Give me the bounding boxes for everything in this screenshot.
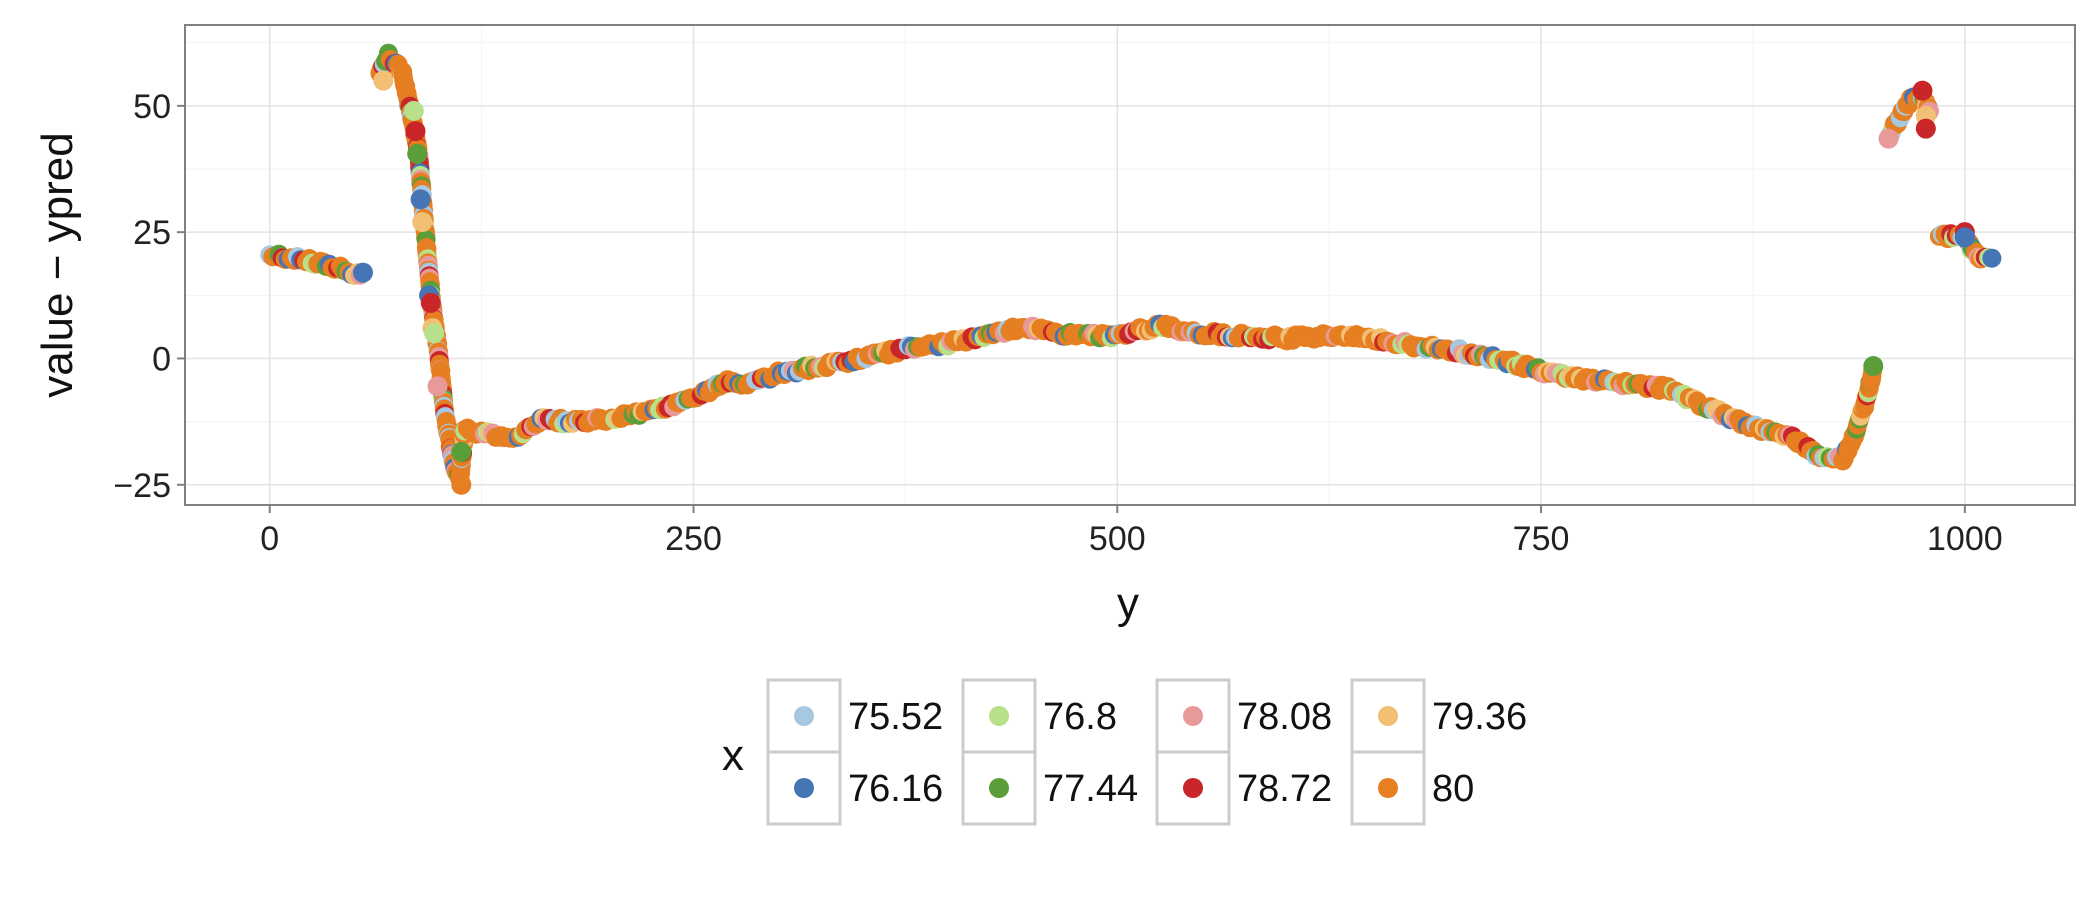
- legend-swatch: [1378, 706, 1398, 726]
- data-point: [410, 189, 431, 210]
- y-tick-label: 25: [133, 214, 171, 252]
- data-point: [427, 376, 448, 397]
- data-point: [1915, 118, 1936, 139]
- data-point: [451, 474, 472, 495]
- data-point: [451, 441, 472, 462]
- legend-swatch: [989, 778, 1009, 798]
- data-point: [1863, 356, 1884, 377]
- data-point: [352, 262, 373, 283]
- data-point: [403, 100, 424, 121]
- legend-label: 78.72: [1237, 768, 1332, 810]
- x-axis-ticks: 0 250 500 750 1000: [260, 505, 2003, 558]
- data-point: [424, 323, 445, 344]
- plot-panel-border: [184, 24, 2076, 506]
- x-tick-label: 1000: [1927, 520, 2003, 558]
- y-tick-label: 50: [133, 88, 171, 126]
- legend-swatch: [794, 706, 814, 726]
- data-point: [407, 143, 428, 164]
- legend-label: 77.44: [1043, 768, 1138, 810]
- data-point: [405, 121, 426, 142]
- legend-swatch: [1378, 778, 1398, 798]
- y-axis-ticks: −25 0 25 50: [113, 88, 185, 505]
- data-point: [1954, 227, 1975, 248]
- legend-label: 78.08: [1237, 696, 1332, 738]
- x-axis-title: y: [1117, 579, 1139, 628]
- data-point: [1878, 128, 1899, 149]
- legend-title: x: [722, 731, 744, 780]
- legend-swatch: [1183, 706, 1203, 726]
- x-tick-label: 500: [1089, 520, 1146, 558]
- legend: x 75.52 76.16 76.8 77.44 78.08 78.72 79.36 80: [722, 678, 1527, 826]
- data-point: [412, 212, 433, 233]
- data-point: [1912, 80, 1933, 101]
- legend-label: 76.8: [1043, 696, 1117, 738]
- legend-label: 75.52: [848, 696, 943, 738]
- legend-label: 79.36: [1432, 696, 1527, 738]
- data-point: [1982, 248, 2002, 268]
- legend-swatch: [1183, 778, 1203, 798]
- x-tick-label: 750: [1513, 520, 1570, 558]
- legend-label: 80: [1432, 768, 1474, 810]
- legend-swatch: [989, 706, 1009, 726]
- x-tick-label: 0: [260, 520, 279, 558]
- data-points: [260, 43, 2002, 495]
- data-point: [420, 292, 441, 313]
- y-tick-label: 0: [152, 340, 171, 378]
- y-tick-label: −25: [113, 467, 171, 505]
- x-tick-label: 250: [665, 520, 722, 558]
- data-point: [373, 70, 394, 91]
- legend-swatch: [794, 778, 814, 798]
- y-axis-title: value − ypred: [33, 132, 82, 397]
- legend-label: 76.16: [848, 768, 943, 810]
